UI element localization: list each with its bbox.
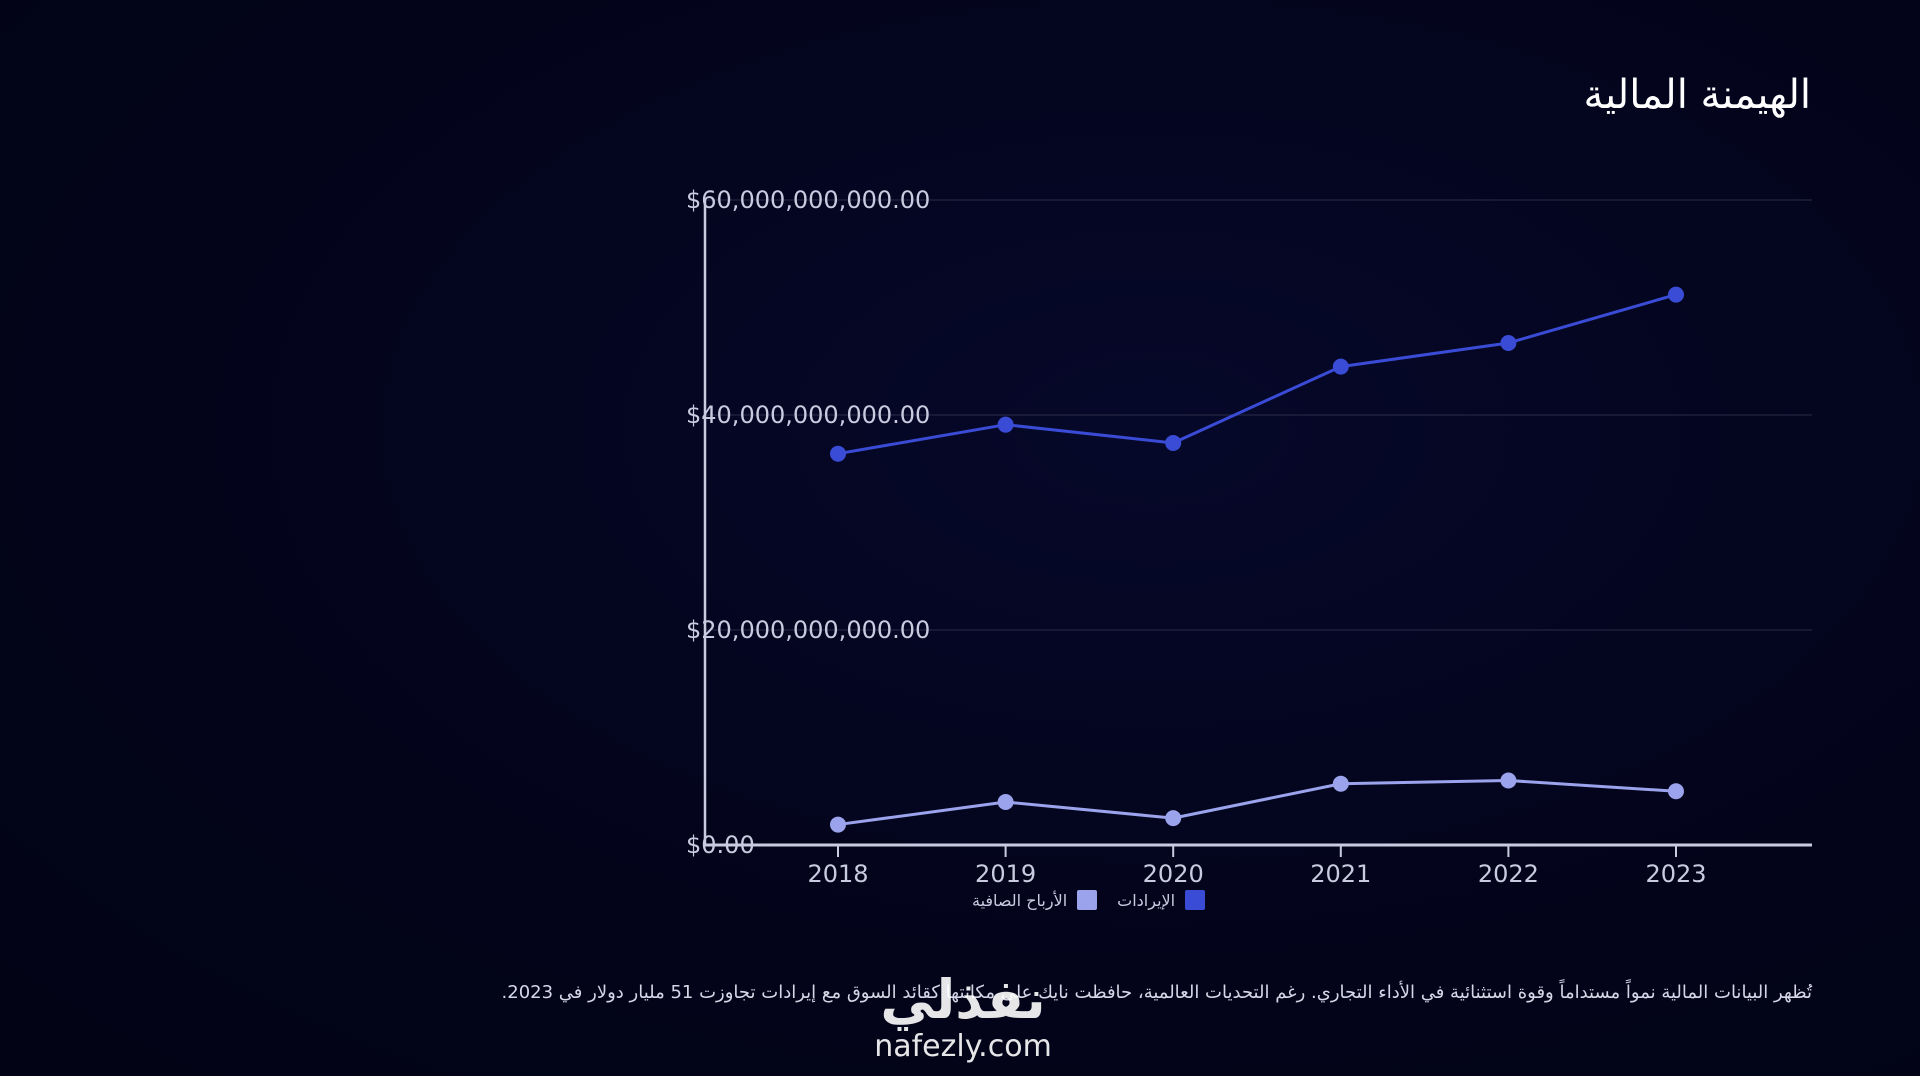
- legend-swatch-net-profit: [1077, 890, 1098, 910]
- data-point-s0-2020[interactable]: [1165, 434, 1182, 451]
- y-tick-label-0: $0.00: [686, 831, 755, 859]
- series-line-0: [837, 293, 1677, 456]
- grid-layer: [705, 199, 1812, 631]
- x-tick-label-2023: 2023: [1645, 860, 1706, 888]
- series-layer: [830, 286, 1684, 833]
- watermark: نفذلي nafezly.com: [848, 970, 1078, 1064]
- legend-item-net-profit[interactable]: الأرباح الصافية: [972, 890, 1098, 910]
- data-point-s0-2022[interactable]: [1500, 334, 1517, 351]
- data-point-s0-2018[interactable]: [830, 445, 846, 462]
- y-tick-label-1: $20,000,000,000.00: [686, 616, 930, 644]
- x-tick-label-2018: 2018: [807, 860, 868, 888]
- x-tick-label-2021: 2021: [1310, 860, 1371, 888]
- series-line-1: [837, 779, 1677, 827]
- x-tick-label-2022: 2022: [1478, 860, 1539, 888]
- data-point-s0-2019[interactable]: [997, 416, 1014, 433]
- legend-label-revenue: الإيرادات: [1117, 890, 1176, 910]
- watermark-logo: نفذلي: [880, 968, 1046, 1031]
- watermark-domain: nafezly.com: [874, 1029, 1052, 1064]
- data-point-s0-2021[interactable]: [1332, 358, 1349, 375]
- data-point-s1-2019[interactable]: [997, 794, 1014, 810]
- legend-label-net-profit: الأرباح الصافية: [972, 890, 1068, 910]
- legend-item-revenue[interactable]: الإيرادات: [1117, 890, 1206, 910]
- chart-legend: الإيرادات الأرباح الصافية: [960, 888, 1206, 912]
- slide-description: تُظهر البيانات المالية نمواً مستداماً وق…: [501, 982, 1812, 1003]
- label-layer: $0.00 $20,000,000,000.00 $40,000,000,000.0…: [686, 186, 1707, 888]
- slide-title: الهيمنة المالية: [1583, 72, 1811, 118]
- data-point-s1-2020[interactable]: [1165, 810, 1182, 827]
- x-tick-label-2019: 2019: [975, 860, 1036, 888]
- legend-swatch-revenue: [1185, 890, 1206, 910]
- y-tick-label-2: $40,000,000,000.00: [686, 401, 930, 429]
- data-point-s1-2018[interactable]: [830, 816, 846, 833]
- data-point-s1-2021[interactable]: [1332, 775, 1349, 792]
- data-point-s1-2022[interactable]: [1500, 772, 1517, 789]
- x-tick-label-2020: 2020: [1143, 860, 1204, 888]
- y-tick-label-3: $60,000,000,000.00: [686, 186, 930, 214]
- axis-layer: [703, 200, 1812, 857]
- data-point-s1-2023[interactable]: [1668, 783, 1684, 800]
- data-point-s0-2023[interactable]: [1668, 286, 1684, 303]
